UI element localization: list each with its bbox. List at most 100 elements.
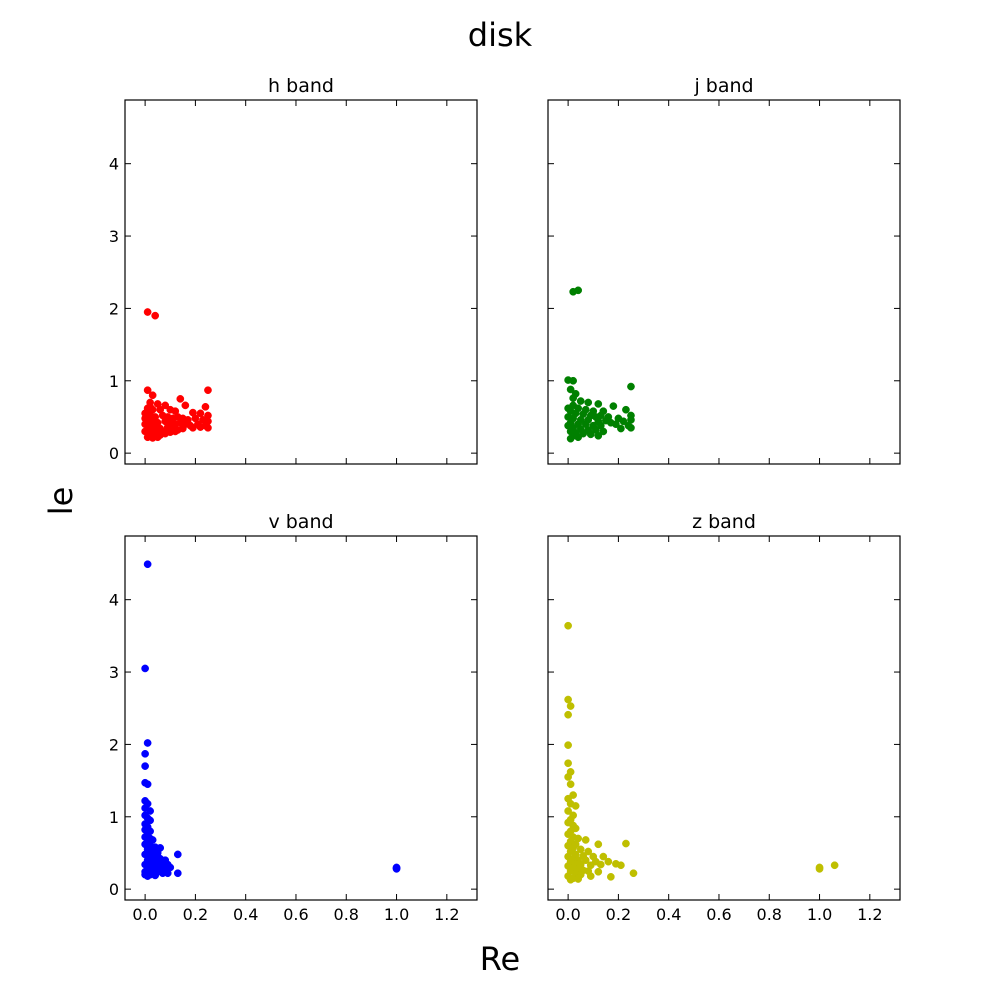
x-tick-label: 0.8: [334, 905, 359, 924]
data-point: [566, 385, 575, 394]
plot-frame: [547, 535, 901, 901]
data-point: [181, 401, 190, 410]
data-point: [569, 394, 577, 402]
data-point: [627, 382, 635, 391]
data-point: [622, 405, 630, 414]
subplot-title: j band: [693, 75, 753, 97]
data-point: [196, 423, 205, 431]
x-tick-label: 1.2: [857, 905, 882, 924]
data-point: [173, 869, 182, 878]
data-point: [143, 560, 152, 569]
figure-title: disk: [468, 16, 533, 54]
subplot-title: v band: [268, 511, 333, 533]
data-point: [176, 395, 185, 403]
data-point: [619, 417, 628, 426]
data-point: [564, 621, 572, 630]
data-point: [141, 414, 149, 423]
data-point: [564, 741, 572, 749]
data-point: [143, 780, 152, 789]
data-point: [171, 427, 180, 436]
data-point: [141, 870, 149, 879]
subplot-j-band: j band: [547, 75, 901, 465]
data-point: [594, 431, 603, 440]
data-point: [141, 427, 149, 436]
plot-frame: [124, 535, 478, 901]
data-point: [617, 861, 625, 870]
data-point: [586, 430, 595, 439]
x-tick-label: 0.2: [606, 905, 631, 924]
data-point: [594, 840, 603, 849]
plot-frame: [547, 99, 901, 465]
data-point: [594, 867, 603, 876]
y-tick-label: 1: [109, 808, 119, 827]
y-tick-label: 0: [109, 444, 119, 463]
data-point: [594, 400, 603, 408]
data-point: [143, 308, 152, 316]
data-point: [196, 409, 205, 418]
subplot-title: h band: [268, 75, 334, 97]
data-point: [161, 401, 170, 410]
data-point: [146, 402, 154, 411]
subplot-grid: h band 0 1 2 3 4 j band v band 0.0 0.2 0.4 0.6 0.8 1.…: [109, 75, 901, 924]
data-point: [581, 836, 590, 844]
x-tick-label: 0.6: [706, 905, 731, 924]
data-point: [609, 402, 618, 410]
data-point: [617, 424, 625, 433]
data-point: [151, 311, 160, 320]
x-tick-label: 0.6: [283, 905, 308, 924]
x-tick-label: 0.4: [656, 905, 681, 924]
data-point: [564, 421, 572, 430]
data-point: [143, 386, 152, 395]
data-point: [584, 847, 593, 856]
data-point: [163, 869, 172, 878]
data-point: [576, 845, 585, 854]
subplot-v-band: v band 0.0 0.2 0.4 0.6 0.8 1.0 1.2 0 1 2 3 4: [109, 511, 478, 924]
data-point: [141, 664, 149, 673]
data-point: [161, 429, 170, 438]
data-point: [141, 762, 149, 770]
data-point: [571, 802, 580, 810]
data-point: [574, 433, 583, 442]
y-tick-label: 1: [109, 372, 119, 391]
x-tick-label: 0.0: [132, 905, 157, 924]
x-tick-label: 0.8: [757, 905, 782, 924]
y-tick-label: 3: [109, 227, 119, 246]
scatter-points: [141, 560, 401, 880]
figure-ylabel: le: [42, 487, 80, 516]
data-point: [204, 386, 212, 395]
y-tick-label: 4: [109, 591, 119, 610]
data-point: [612, 420, 620, 429]
data-point: [564, 710, 572, 719]
data-point: [566, 434, 575, 443]
data-point: [569, 376, 577, 385]
scatter-points: [141, 308, 212, 442]
data-point: [566, 702, 575, 710]
data-point: [141, 749, 149, 758]
data-point: [566, 780, 575, 789]
x-tick-label: 0.4: [233, 905, 258, 924]
data-point: [392, 863, 401, 872]
data-point: [148, 391, 157, 400]
data-point: [566, 875, 575, 884]
scatter-points: [564, 286, 635, 443]
data-point: [189, 423, 197, 432]
data-point: [599, 427, 608, 436]
data-point: [178, 424, 187, 433]
data-point: [151, 871, 160, 880]
y-tick-label: 4: [109, 155, 119, 174]
x-tick-label: 1.0: [807, 905, 832, 924]
data-point: [143, 739, 152, 747]
subplot-z-band: z band 0.0 0.2 0.4 0.6 0.8 1.0 1.2: [547, 511, 901, 924]
x-tick-label: 0.0: [555, 905, 580, 924]
data-point: [815, 865, 824, 873]
subplot-h-band: h band 0 1 2 3 4: [109, 75, 478, 465]
data-point: [564, 773, 572, 781]
plot-frame: [124, 99, 478, 465]
data-point: [204, 423, 212, 432]
x-tick-label: 1.2: [434, 905, 459, 924]
data-point: [830, 861, 839, 870]
data-point: [629, 869, 638, 878]
data-point: [201, 402, 210, 411]
scatter-points: [564, 621, 839, 884]
data-point: [607, 872, 615, 881]
